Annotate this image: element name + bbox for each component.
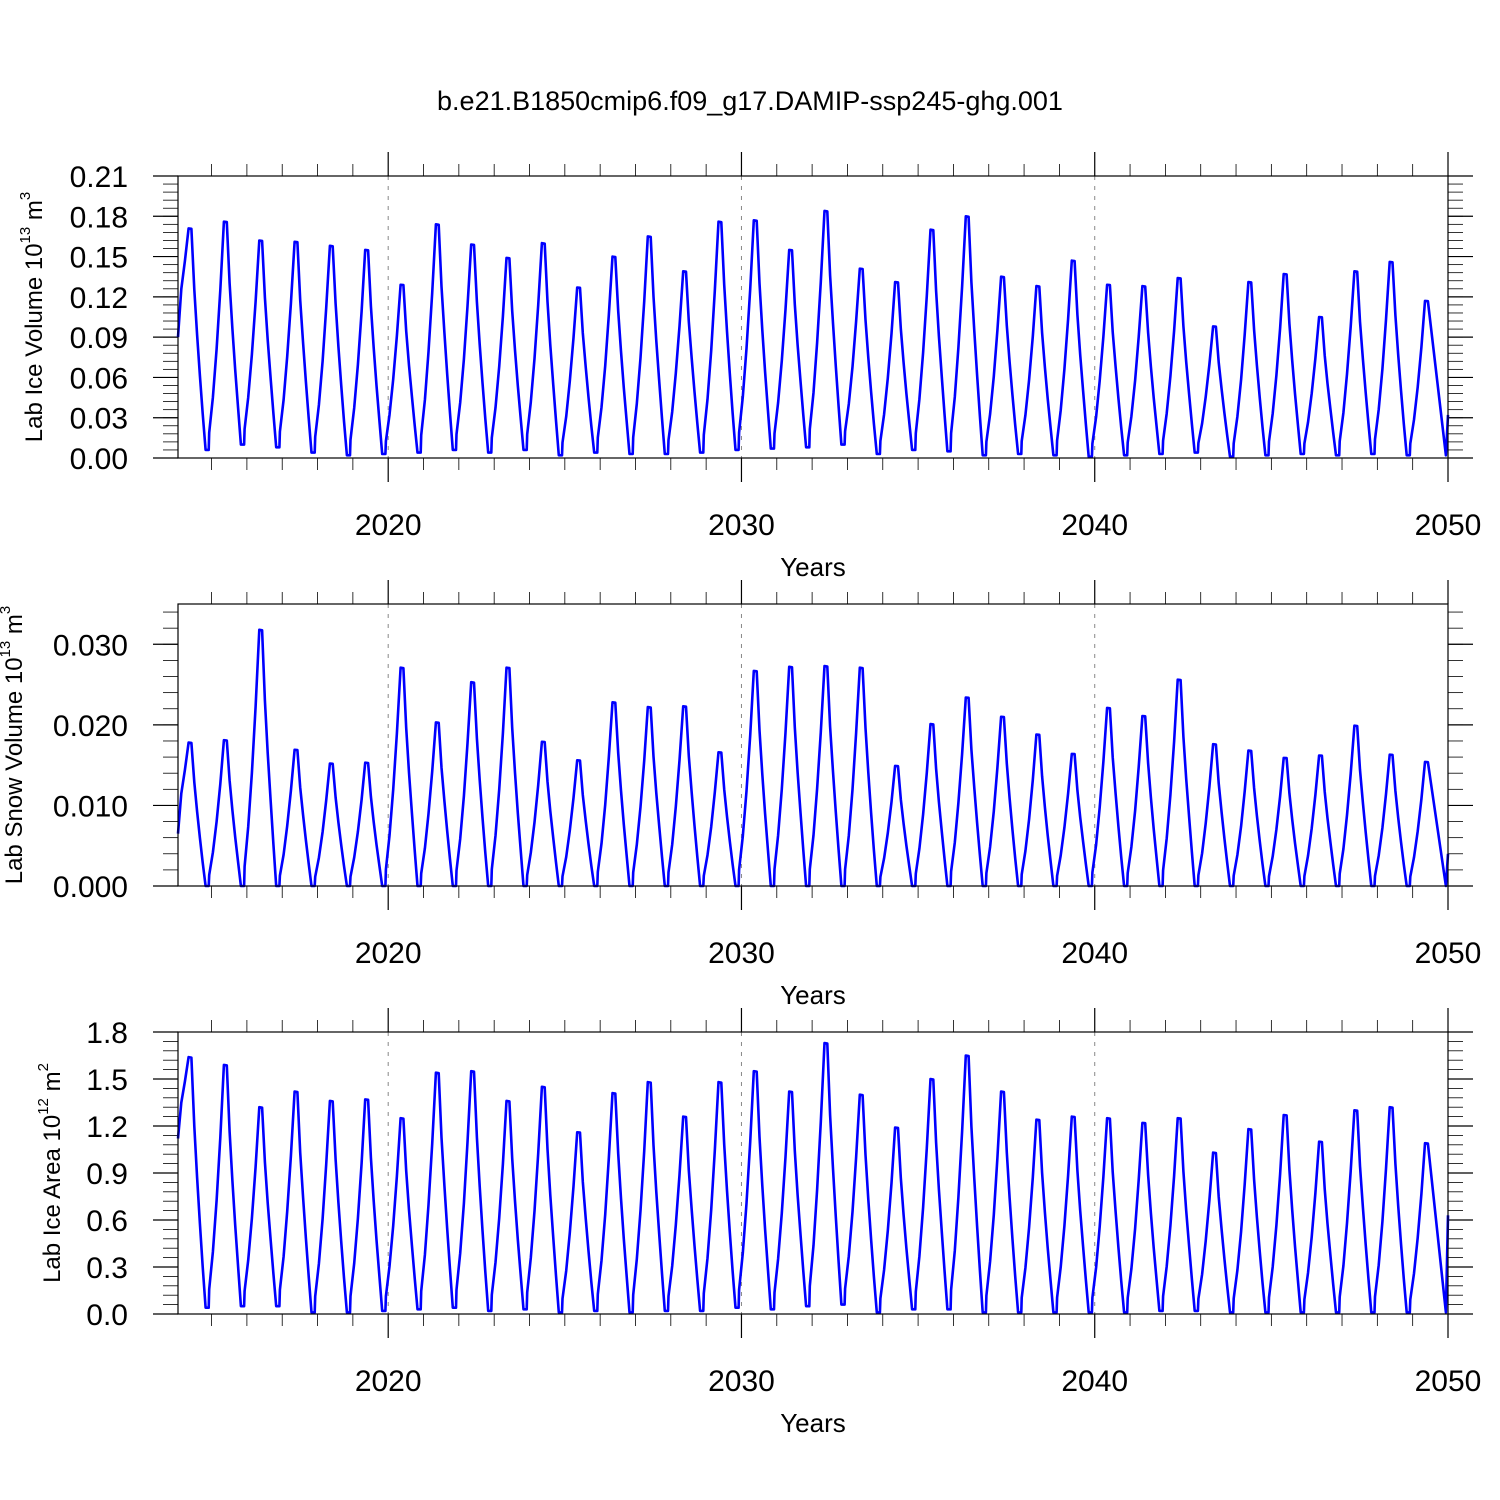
y-tick-label: 0.030 (53, 629, 128, 662)
x-tick-label: 2020 (355, 509, 422, 542)
y-tick-label: 0.3 (86, 1252, 128, 1285)
y-tick-label: 0.020 (53, 710, 128, 743)
x-tick-label: 2040 (1061, 1365, 1128, 1398)
plot-frame (177, 1031, 1449, 1315)
y-axis-title: Lab Ice Volume 1013 m3 (17, 192, 48, 443)
x-axis-title: Years (780, 552, 846, 582)
x-tick-label: 2030 (708, 937, 775, 970)
series-line-snow-volume (176, 628, 1450, 888)
series-line-ice-area (176, 1041, 1450, 1314)
x-axis-title: Years (780, 980, 846, 1010)
panel-ice-area: 0.0 0.3 0.6 0.9 1.2 1.5 1.8 2020 2030 2040 2050 Y… (35, 1008, 1481, 1438)
x-tick-label: 2030 (708, 509, 775, 542)
x-tick-label: 2050 (1415, 937, 1482, 970)
y-tick-label: 1.5 (86, 1064, 128, 1097)
x-axis-title: Years (780, 1408, 846, 1438)
y-tick-label: 0.010 (53, 790, 128, 823)
y-tick-label: 0.21 (70, 161, 128, 194)
x-tick-label: 2050 (1415, 509, 1482, 542)
y-tick-label: 0.6 (86, 1205, 128, 1238)
y-tick-label: 0.03 (70, 403, 128, 436)
x-tick-label: 2040 (1061, 509, 1128, 542)
plot-frame (177, 175, 1449, 459)
x-tick-label: 2040 (1061, 937, 1128, 970)
series-line-ice-volume (176, 209, 1450, 458)
y-tick-label: 0.06 (70, 362, 128, 395)
chart-title: b.e21.B1850cmip6.f09_g17.DAMIP-ssp245-gh… (437, 86, 1063, 116)
y-tick-label: 0.18 (70, 201, 128, 234)
y-axis-title: Lab Ice Area 1012 m2 (35, 1063, 66, 1283)
y-tick-label: 0.12 (70, 282, 128, 315)
y-tick-label: 0.15 (70, 242, 128, 275)
x-tick-label: 2050 (1415, 1365, 1482, 1398)
plot-frame (177, 603, 1449, 887)
y-tick-label: 0.9 (86, 1158, 128, 1191)
x-tick-label: 2020 (355, 1365, 422, 1398)
y-axis-title: Lab Snow Volume 1013 m3 (0, 606, 28, 885)
y-tick-label: 0.000 (53, 871, 128, 904)
y-tick-label: 1.2 (86, 1111, 128, 1144)
x-tick-label: 2030 (708, 1365, 775, 1398)
y-tick-label: 0.00 (70, 443, 128, 476)
y-tick-label: 0.09 (70, 322, 128, 355)
panel-ice-volume: 0.00 0.03 0.06 0.09 0.12 0.15 0.18 0.21 2020 203… (17, 152, 1481, 582)
y-tick-label: 1.8 (86, 1017, 128, 1050)
y-tick-label: 0.0 (86, 1299, 128, 1332)
panel-snow-volume: 0.000 0.010 0.020 0.030 2020 2030 2040 2050 Ye… (0, 580, 1481, 1010)
x-tick-label: 2020 (355, 937, 422, 970)
